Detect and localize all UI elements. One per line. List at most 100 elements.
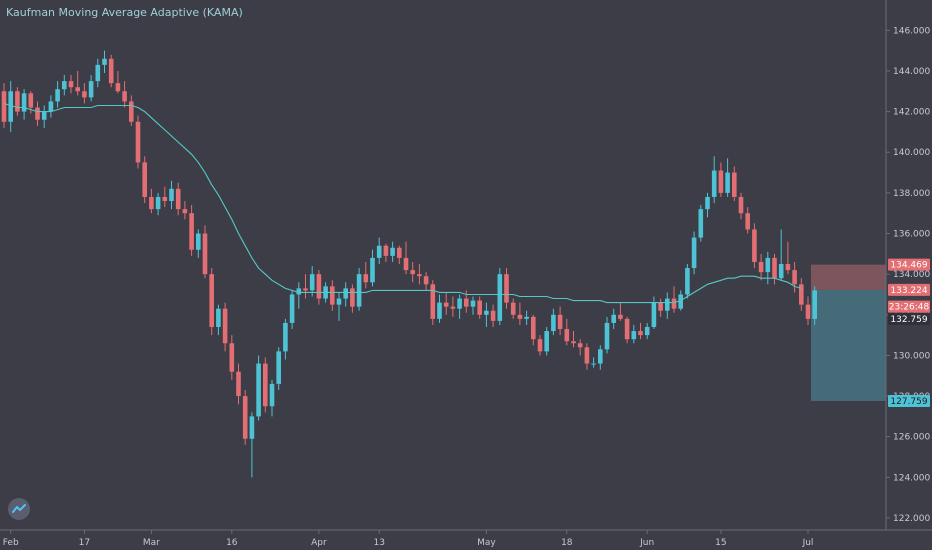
candle-body [778, 264, 784, 279]
candle [135, 115, 141, 169]
candle-body [678, 294, 683, 309]
candle [175, 182, 181, 216]
price-tag: 127.759 [888, 394, 930, 407]
time-axis[interactable]: Feb 17 Mar 16 Apr 13 May 18 Jun 15 Jul [3, 530, 814, 548]
candle [551, 308, 556, 336]
candle [604, 316, 610, 354]
candle [296, 282, 302, 309]
candle [457, 294, 462, 319]
candle-body [68, 81, 74, 88]
profit-zone-box[interactable] [811, 289, 886, 401]
candle [517, 302, 523, 325]
x-tick-label: May [477, 538, 496, 548]
candle-body [497, 274, 503, 321]
position-boxes[interactable] [811, 264, 886, 401]
candle-body [376, 245, 382, 258]
candle-body [691, 237, 697, 269]
y-tick-label: 134.000 [893, 270, 930, 280]
price-tag-label: 132.759 [890, 315, 927, 325]
candle [651, 296, 657, 330]
candle-body [812, 290, 817, 319]
candle-body [8, 91, 13, 122]
candle-body [316, 274, 322, 299]
candle-body [524, 316, 529, 319]
candle-body [21, 93, 27, 112]
candle [182, 201, 188, 220]
candle [544, 326, 549, 356]
price-tag: 133.224 [888, 283, 930, 296]
candle [437, 294, 442, 323]
indicator-title[interactable]: Kaufman Moving Average Adaptive (KAMA) [6, 6, 243, 19]
candle-body [598, 349, 603, 364]
candle-body [799, 284, 804, 305]
price-axis[interactable]: 122.000124.000126.000128.000130.000132.0… [886, 26, 930, 524]
candle [216, 304, 221, 336]
candle [249, 412, 255, 478]
candle [202, 225, 208, 279]
candle-body [1, 91, 7, 122]
candle-body [577, 343, 583, 348]
candle-body [162, 196, 168, 202]
candle [691, 231, 697, 275]
candle-body [698, 209, 704, 238]
candle-body [343, 288, 348, 299]
candle [618, 302, 623, 321]
price-tag-bg [888, 312, 930, 325]
candle-body [303, 288, 308, 291]
candle-body [450, 306, 456, 309]
candle-body [430, 284, 436, 319]
candle [557, 306, 563, 336]
candle-body [718, 170, 724, 193]
candle [82, 83, 87, 104]
x-tick-label: 15 [715, 538, 726, 548]
x-tick-label: 13 [373, 538, 384, 548]
candle-body [477, 300, 482, 315]
candle [792, 261, 797, 293]
candle-body [108, 58, 114, 84]
candle-body [738, 196, 744, 214]
candle [88, 75, 94, 102]
price-tag-label: 133.224 [890, 286, 927, 296]
candle [356, 268, 362, 311]
candle [236, 363, 241, 405]
candle-body [95, 64, 101, 82]
candle-body [269, 383, 275, 407]
candle [383, 243, 389, 262]
candle-body [671, 298, 677, 309]
candle [1, 83, 7, 128]
candle-body [129, 101, 134, 122]
candle [48, 95, 54, 118]
candle-body [470, 300, 476, 307]
candle-body [490, 310, 496, 321]
candle-body [236, 371, 241, 397]
candle-body [705, 196, 710, 210]
candle-body [155, 196, 161, 210]
candle-body [510, 302, 516, 315]
candle-body [82, 91, 87, 98]
tradingview-logo[interactable] [8, 498, 30, 520]
candle-body [149, 196, 154, 210]
candle [450, 296, 456, 317]
candle [55, 81, 60, 108]
candle-body [537, 339, 543, 352]
loss-zone-box[interactable] [811, 264, 886, 290]
x-tick-label: 16 [226, 538, 238, 548]
candle [584, 343, 590, 370]
candle [390, 241, 395, 262]
candle-body [484, 310, 489, 315]
price-tag: 132.759 [888, 312, 930, 325]
candle-body [611, 314, 616, 323]
candle-body [631, 331, 637, 340]
candle-body [189, 213, 194, 250]
candle [15, 87, 20, 116]
candle [812, 286, 817, 325]
x-tick-label: 17 [79, 538, 90, 548]
candle-body [330, 286, 335, 305]
candle-body [638, 331, 643, 336]
candle-body [758, 261, 764, 273]
x-tick-label: Jun [639, 538, 654, 548]
candle [577, 339, 583, 356]
candle [785, 241, 791, 275]
candle [222, 302, 228, 352]
